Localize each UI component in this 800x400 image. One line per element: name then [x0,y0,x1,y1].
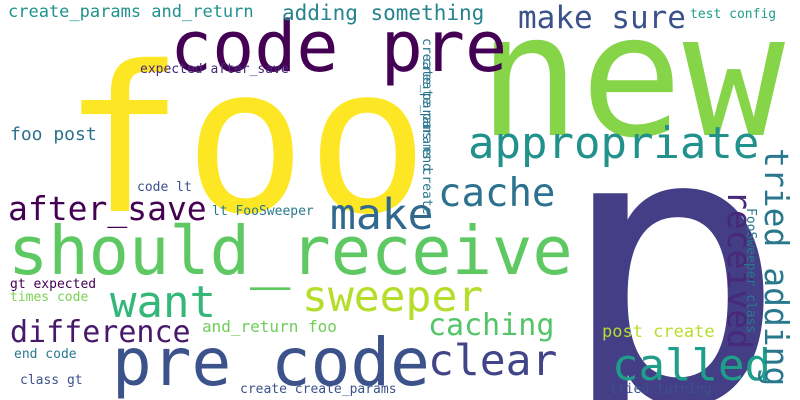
word-create-params-create: create_params create [419,58,434,215]
word-received: received [720,190,759,349]
word-p: p [558,48,787,400]
word-gt-expected: gt expected [10,277,97,292]
word-create-params-and-return: create_params and_return [8,2,254,22]
word-make-sure: make sure [518,0,686,36]
word-after-save: after_save [8,189,207,228]
word-sweeper: sweeper [302,272,484,322]
word-tried-turning: tried turning [610,382,712,397]
word-lt-foosweeper: lt FooSweeper [212,204,314,219]
word-caching: caching [428,308,555,343]
word-code-pre: code pre [170,6,508,88]
word-should-receive: should_receive [8,212,573,290]
word-end-code: end code [14,347,77,362]
word-code-lt: code lt [137,180,192,195]
word-and-return-foo: and_return foo [202,317,337,336]
word-foo: foo [62,23,429,259]
word-cache: cache [438,171,556,216]
word-new: new [478,0,786,176]
word-appropriate: appropriate [468,118,760,169]
word-expected-after-save: expected after_save [140,62,289,77]
word-class-gt: class gt [20,373,83,388]
word-called: called [612,340,771,391]
word-pre-code: pre code [112,324,430,400]
word-create-create-params: create create_params [240,382,397,397]
word-times-code: times code [10,290,89,305]
word-post-create: post create [602,322,715,342]
word-difference: difference [10,315,191,350]
word-create-params-end: create_params end [419,38,434,172]
word-test-config: test config [690,7,777,22]
word-adding-something: adding something [282,1,485,25]
word-want: want [110,277,216,328]
word-make: make [330,190,434,240]
word-foo-post: foo post [10,124,97,145]
word-tried-adding: tried adding [757,148,796,387]
word-foosweeper-class: FooSweeper class [743,208,758,334]
word-clear: clear [428,336,558,386]
